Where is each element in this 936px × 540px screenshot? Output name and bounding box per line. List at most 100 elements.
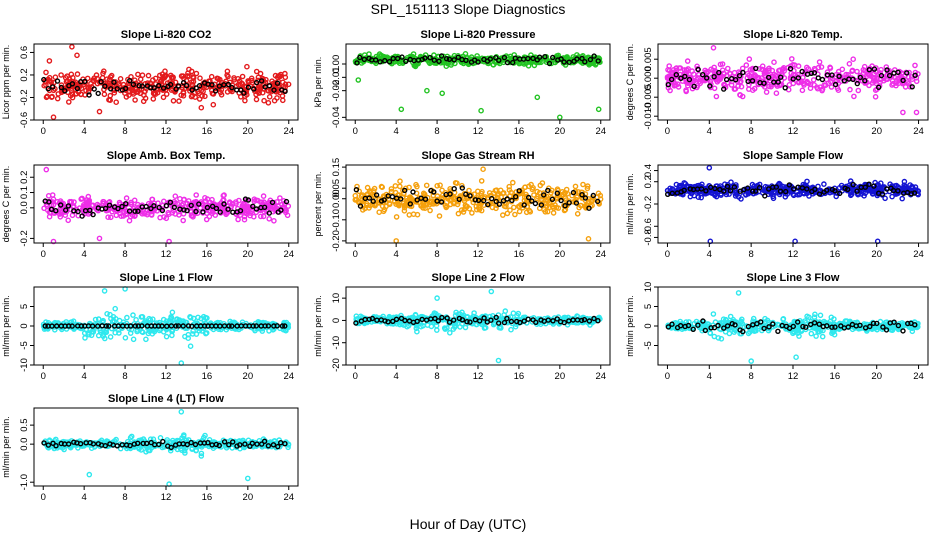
hourly-point — [866, 66, 872, 73]
hourly-point — [510, 59, 516, 66]
data-point — [516, 208, 523, 215]
data-point — [725, 65, 731, 72]
data-point — [876, 184, 883, 191]
data-point — [149, 316, 156, 323]
data-point — [510, 204, 517, 211]
hourly-point — [886, 72, 893, 79]
data-point — [152, 75, 159, 82]
data-point — [848, 192, 854, 199]
data-point — [420, 202, 427, 209]
data-point — [193, 331, 200, 337]
data-point — [806, 314, 812, 321]
data-point — [266, 215, 273, 222]
hourly-point — [69, 323, 75, 329]
data-point — [703, 190, 709, 196]
data-point — [732, 190, 738, 196]
hourly-point — [673, 71, 679, 78]
data-point — [812, 311, 818, 318]
data-point — [107, 97, 113, 103]
hourly-point — [745, 323, 752, 330]
data-point — [698, 194, 705, 201]
data-point — [827, 318, 834, 325]
data-point — [58, 82, 65, 88]
hourly-point — [554, 190, 560, 196]
data-point — [285, 203, 292, 209]
hourly-point — [702, 327, 708, 334]
data-point — [749, 66, 756, 72]
hourly-point — [732, 76, 739, 83]
y-tick-label: -10 — [331, 336, 342, 350]
x-tick-label: 0 — [665, 371, 670, 382]
hourly-point — [106, 323, 112, 329]
data-point — [242, 97, 248, 104]
data-point — [401, 202, 408, 208]
outlier-point — [793, 354, 799, 361]
data-point — [815, 183, 821, 190]
hourly-point — [496, 320, 502, 326]
y-tick-label: -0.010 — [643, 103, 654, 130]
hourly-point — [447, 191, 453, 197]
hourly-point — [89, 323, 96, 329]
data-point — [185, 203, 192, 209]
data-point — [102, 335, 108, 342]
y-tick-label: -0.6 — [19, 112, 30, 128]
hourly-point — [225, 81, 232, 88]
data-point — [78, 196, 84, 202]
data-point — [711, 190, 717, 197]
data-point — [795, 191, 801, 198]
data-point — [780, 315, 787, 322]
data-point — [195, 314, 201, 321]
data-point — [512, 323, 519, 330]
y-tick-label: 0.15 — [331, 158, 342, 177]
outlier-point — [43, 166, 50, 173]
data-point — [851, 93, 857, 100]
hourly-point — [266, 210, 272, 216]
data-point — [86, 331, 92, 338]
data-point — [710, 311, 717, 317]
data-point — [670, 67, 677, 73]
data-point — [176, 98, 182, 104]
data-point — [428, 323, 435, 330]
data-point — [707, 330, 713, 336]
data-point — [829, 330, 835, 337]
x-tick-label: 8 — [434, 249, 439, 260]
hourly-point — [269, 199, 276, 206]
hourly-point — [475, 197, 482, 204]
hourly-point — [829, 72, 835, 78]
data-point — [799, 87, 806, 94]
hourly-point — [832, 324, 838, 330]
data-point — [469, 210, 475, 216]
hourly-point — [132, 323, 139, 329]
data-point — [128, 199, 134, 206]
hourly-point — [721, 188, 727, 194]
data-point — [836, 184, 843, 191]
y-axis-label: kPa per min. — [313, 57, 323, 108]
data-point — [113, 212, 120, 219]
data-point — [481, 325, 488, 331]
data-point — [686, 71, 693, 78]
data-point — [881, 77, 887, 84]
hourly-point — [867, 323, 873, 330]
hourly-point — [750, 188, 756, 194]
x-tick-label: 24 — [595, 126, 606, 137]
data-point — [897, 73, 904, 79]
hourly-point — [753, 65, 759, 72]
data-point — [691, 78, 697, 84]
x-tick-label: 20 — [871, 249, 882, 260]
hourly-point — [895, 322, 902, 329]
data-point — [823, 76, 830, 83]
data-point — [140, 98, 147, 105]
data-point — [168, 87, 175, 93]
hourly-point — [695, 322, 701, 328]
data-point — [90, 77, 96, 83]
data-point — [71, 199, 77, 205]
data-point — [50, 196, 57, 203]
data-point — [817, 312, 824, 319]
data-point — [468, 54, 475, 60]
data-point — [750, 315, 757, 322]
panel-title: Slope Gas Stream RH — [421, 150, 534, 162]
outlier-point — [748, 358, 755, 364]
data-point — [209, 196, 215, 203]
hourly-point — [579, 191, 585, 198]
data-point — [676, 182, 683, 189]
